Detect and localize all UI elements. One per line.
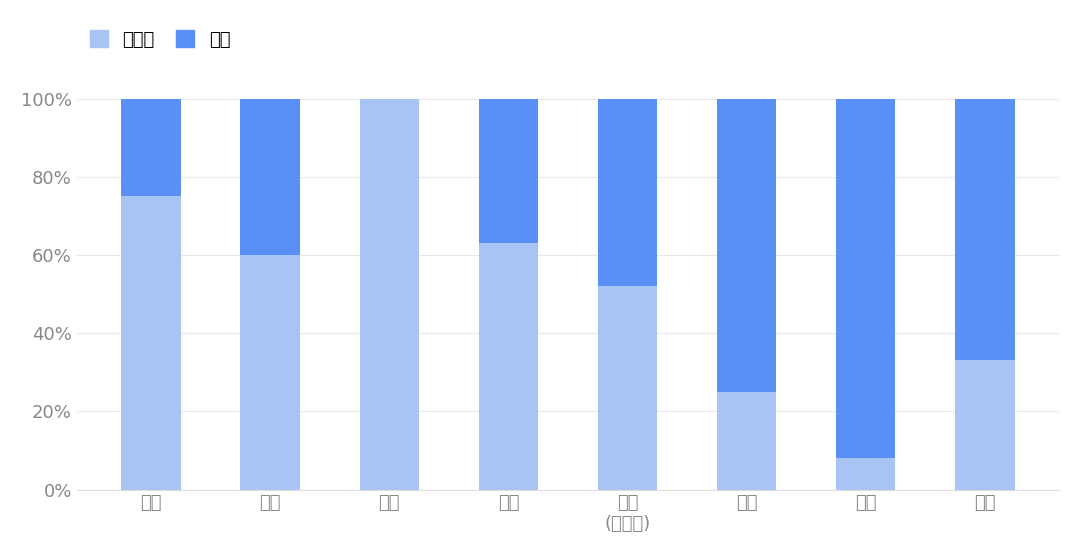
Bar xyxy=(478,243,538,490)
Bar xyxy=(360,99,419,490)
Bar xyxy=(955,361,1014,490)
Bar xyxy=(717,99,777,392)
Bar xyxy=(121,99,180,196)
Bar xyxy=(241,255,300,490)
Bar xyxy=(121,196,180,490)
Bar xyxy=(597,286,658,490)
Bar xyxy=(241,99,300,255)
Legend: 再生铝, 原铝: 再生铝, 原铝 xyxy=(81,22,240,58)
Bar xyxy=(478,99,538,243)
Bar xyxy=(836,99,895,458)
Bar xyxy=(836,458,895,490)
Bar xyxy=(717,392,777,490)
Bar xyxy=(955,99,1014,361)
Bar xyxy=(597,99,658,286)
